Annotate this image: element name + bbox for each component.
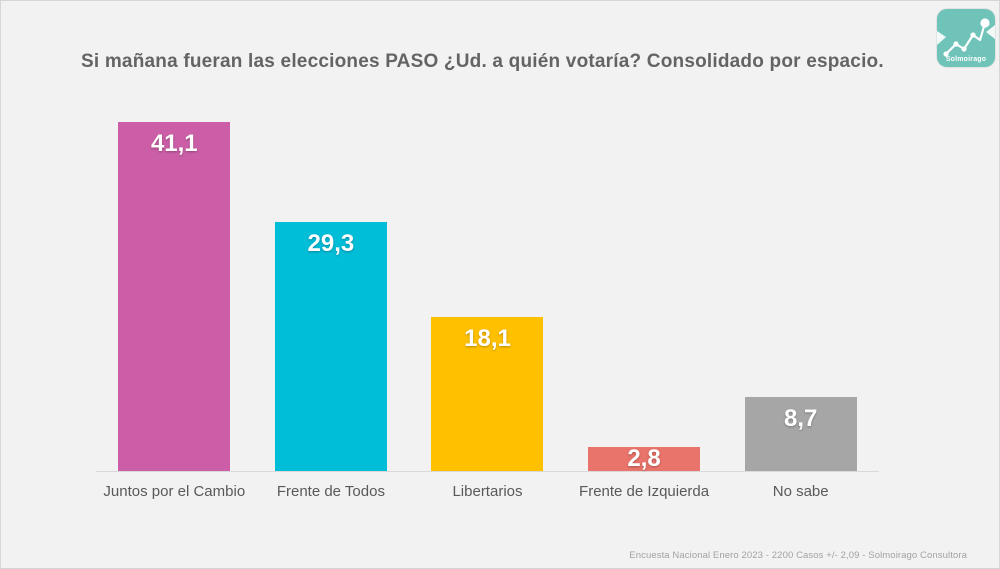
- bar-value-label: 8,7: [783, 405, 818, 433]
- category-label: Frente de Todos: [276, 483, 385, 500]
- bar-value-label: 41,1: [150, 130, 198, 158]
- footer-note: Encuesta Nacional Enero 2023 - 2200 Caso…: [629, 550, 967, 561]
- bar: 29,3: [274, 222, 387, 471]
- logo-brand-text: Solmoirago: [945, 56, 987, 63]
- solmoirago-logo: Solmoirago: [937, 9, 995, 67]
- bar: 8,7: [744, 397, 857, 471]
- bar-slot: 41,1: [96, 101, 253, 471]
- bar-value-label: 2,8: [627, 445, 661, 473]
- category-label: Juntos por el Cambio: [103, 483, 246, 500]
- trend-line-icon: [937, 18, 995, 57]
- bar-value-label: 29,3: [307, 230, 355, 258]
- category-label: Libertarios: [452, 483, 523, 500]
- category-axis: Juntos por el Cambio Frente de Todos Liber…: [96, 483, 879, 500]
- bar: 2,8: [588, 445, 701, 473]
- category-label: No sabe: [772, 483, 829, 500]
- chart-title: Si mañana fueran las elecciones PASO ¿Ud…: [81, 51, 884, 72]
- bar-slot: 29,3: [253, 101, 410, 471]
- bar-slot: 8,7: [722, 101, 879, 471]
- bar-slot: 2,8: [566, 101, 723, 471]
- plot-area: 41,1 29,3 18,1 2,8 8,7: [96, 101, 879, 472]
- bar-value-label: 18,1: [464, 325, 511, 353]
- category-label: Frente de Izquierda: [579, 483, 710, 500]
- bar: 41,1: [118, 122, 231, 471]
- bar: 18,1: [431, 317, 544, 471]
- bar-slot: 18,1: [409, 101, 566, 471]
